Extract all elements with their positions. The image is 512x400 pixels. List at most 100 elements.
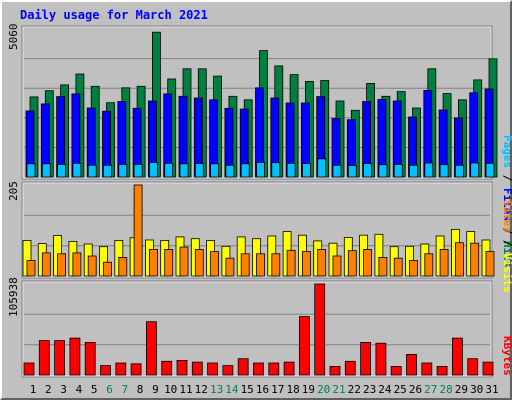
sites-bar-day-28 — [439, 248, 449, 277]
pages-bar-day-3 — [57, 163, 66, 178]
hits-axis-title: Pages / Files / Hits — [501, 135, 512, 268]
kbytes-bar-day-11 — [176, 359, 188, 376]
x-tick-label-day-10: 10 — [164, 383, 177, 396]
files-legend: Files — [501, 188, 512, 221]
kbytes-bar-day-17 — [268, 362, 280, 376]
x-tick-label-day-14: 14 — [225, 383, 239, 396]
pages-bar-day-15 — [240, 163, 250, 178]
x-tick-label-day-26: 26 — [409, 383, 422, 396]
hits-legend: Hits — [501, 241, 512, 268]
pages-bar-day-28 — [439, 164, 449, 178]
pages-bar-day-4 — [72, 162, 82, 178]
x-tick-label-day-4: 4 — [76, 383, 83, 396]
kbytes-bar-day-2 — [38, 340, 50, 376]
pages-bar-day-6 — [103, 164, 112, 178]
sites-bar-day-18 — [286, 249, 296, 277]
kbytes-bar-day-19 — [298, 316, 310, 376]
sites-bar-day-11 — [179, 246, 189, 277]
pages-bar-day-30 — [470, 162, 480, 178]
kbytes-bar-day-5 — [84, 341, 96, 376]
sites-bar-day-5 — [87, 255, 97, 277]
kbytes-bar-day-16 — [253, 362, 264, 376]
sites-bar-day-30 — [470, 242, 480, 277]
pages-bar-day-9 — [148, 161, 158, 178]
hits-max-label: 5060 — [7, 24, 20, 51]
kbytes-bar-day-8 — [130, 363, 142, 376]
kbytes-bar-day-14 — [222, 365, 234, 376]
x-tick-label-day-16: 16 — [256, 383, 269, 396]
pages-bar-day-22 — [347, 165, 357, 178]
x-tick-label-day-17: 17 — [271, 383, 284, 396]
kbytes-bar-day-25 — [390, 365, 402, 376]
pages-legend: Pages — [501, 135, 512, 168]
kbytes-bar-day-4 — [69, 337, 81, 376]
x-tick-label-day-1: 1 — [30, 383, 37, 396]
x-tick-label-day-8: 8 — [137, 383, 144, 396]
kbytes-bar-day-21 — [329, 365, 341, 376]
kbytes-bar-day-9 — [145, 321, 157, 376]
sites-bar-day-16 — [256, 253, 265, 277]
sites-bar-day-3 — [57, 253, 66, 277]
pages-bar-day-17 — [271, 162, 281, 178]
kbytes-bar-day-15 — [237, 358, 249, 376]
sites-bar-day-22 — [347, 250, 357, 277]
kbytes-bar-day-10 — [161, 360, 173, 376]
kbytes-bar-day-7 — [115, 362, 127, 376]
x-tick-label-day-28: 28 — [439, 383, 452, 396]
pages-bar-day-20 — [317, 158, 327, 178]
x-tick-label-day-22: 22 — [348, 383, 361, 396]
kbytes-bar-day-24 — [375, 342, 387, 376]
sites-bar-day-1 — [26, 260, 36, 277]
x-tick-label-day-12: 12 — [195, 383, 208, 396]
bars-layer — [22, 31, 498, 376]
x-tick-label-day-9: 9 — [152, 383, 159, 396]
x-tick-label-day-11: 11 — [179, 383, 192, 396]
chart-title: Daily usage for March 2021 — [20, 8, 208, 22]
pages-bar-day-27 — [424, 162, 434, 178]
x-tick-label-day-21: 21 — [332, 383, 345, 396]
pages-bar-day-16 — [256, 161, 265, 178]
kbytes-bar-day-30 — [467, 358, 479, 376]
sites-bar-day-25 — [393, 257, 403, 277]
x-tick-label-day-6: 6 — [106, 383, 113, 396]
kbytes-bar-day-28 — [436, 365, 448, 376]
x-tick-label-day-27: 27 — [424, 383, 437, 396]
kbytes-bar-day-26 — [406, 353, 417, 376]
pages-bar-day-12 — [194, 163, 204, 178]
x-tick-label-day-30: 30 — [470, 383, 483, 396]
sites-bar-day-26 — [409, 260, 418, 277]
kbytes-bar-day-18 — [283, 361, 295, 376]
kbytes-bar-day-3 — [54, 340, 65, 376]
sites-bar-day-24 — [378, 256, 388, 277]
pages-bar-day-24 — [378, 164, 388, 178]
pages-bar-day-5 — [87, 164, 97, 178]
pages-bar-day-10 — [164, 162, 174, 178]
sites-bar-day-21 — [332, 255, 342, 277]
sites-bar-day-29 — [454, 242, 464, 277]
kbytes-bar-day-23 — [360, 341, 372, 376]
kbytes-bar-day-27 — [421, 362, 433, 376]
kbytes-bar-day-22 — [344, 360, 356, 376]
x-tick-label-day-24: 24 — [378, 383, 392, 396]
pages-bar-day-23 — [363, 163, 373, 178]
x-tick-label-day-13: 13 — [210, 383, 223, 396]
x-tick-label-day-3: 3 — [60, 383, 67, 396]
pages-bar-day-13 — [210, 163, 220, 178]
sites-bar-day-6 — [103, 261, 112, 277]
sites-bar-day-8 — [133, 184, 143, 277]
sites-bar-day-15 — [240, 253, 250, 277]
x-tick-label-day-20: 20 — [317, 383, 330, 396]
pages-bar-day-29 — [454, 164, 464, 178]
visits-legend: Visits — [501, 253, 512, 293]
x-tick-label-day-7: 7 — [121, 383, 128, 396]
sites-legend: Sites — [501, 200, 512, 233]
kbytes-axis-title: KBytes — [501, 336, 512, 376]
visits-axis-title: Sites / Visits — [501, 200, 512, 293]
x-tick-label-day-29: 29 — [455, 383, 468, 396]
visits-max-label: 205 — [7, 181, 20, 201]
pages-bar-day-7 — [118, 163, 128, 178]
x-tick-label-day-19: 19 — [302, 383, 315, 396]
kbytes-bar-day-29 — [451, 337, 463, 376]
pages-bar-day-14 — [225, 164, 235, 178]
